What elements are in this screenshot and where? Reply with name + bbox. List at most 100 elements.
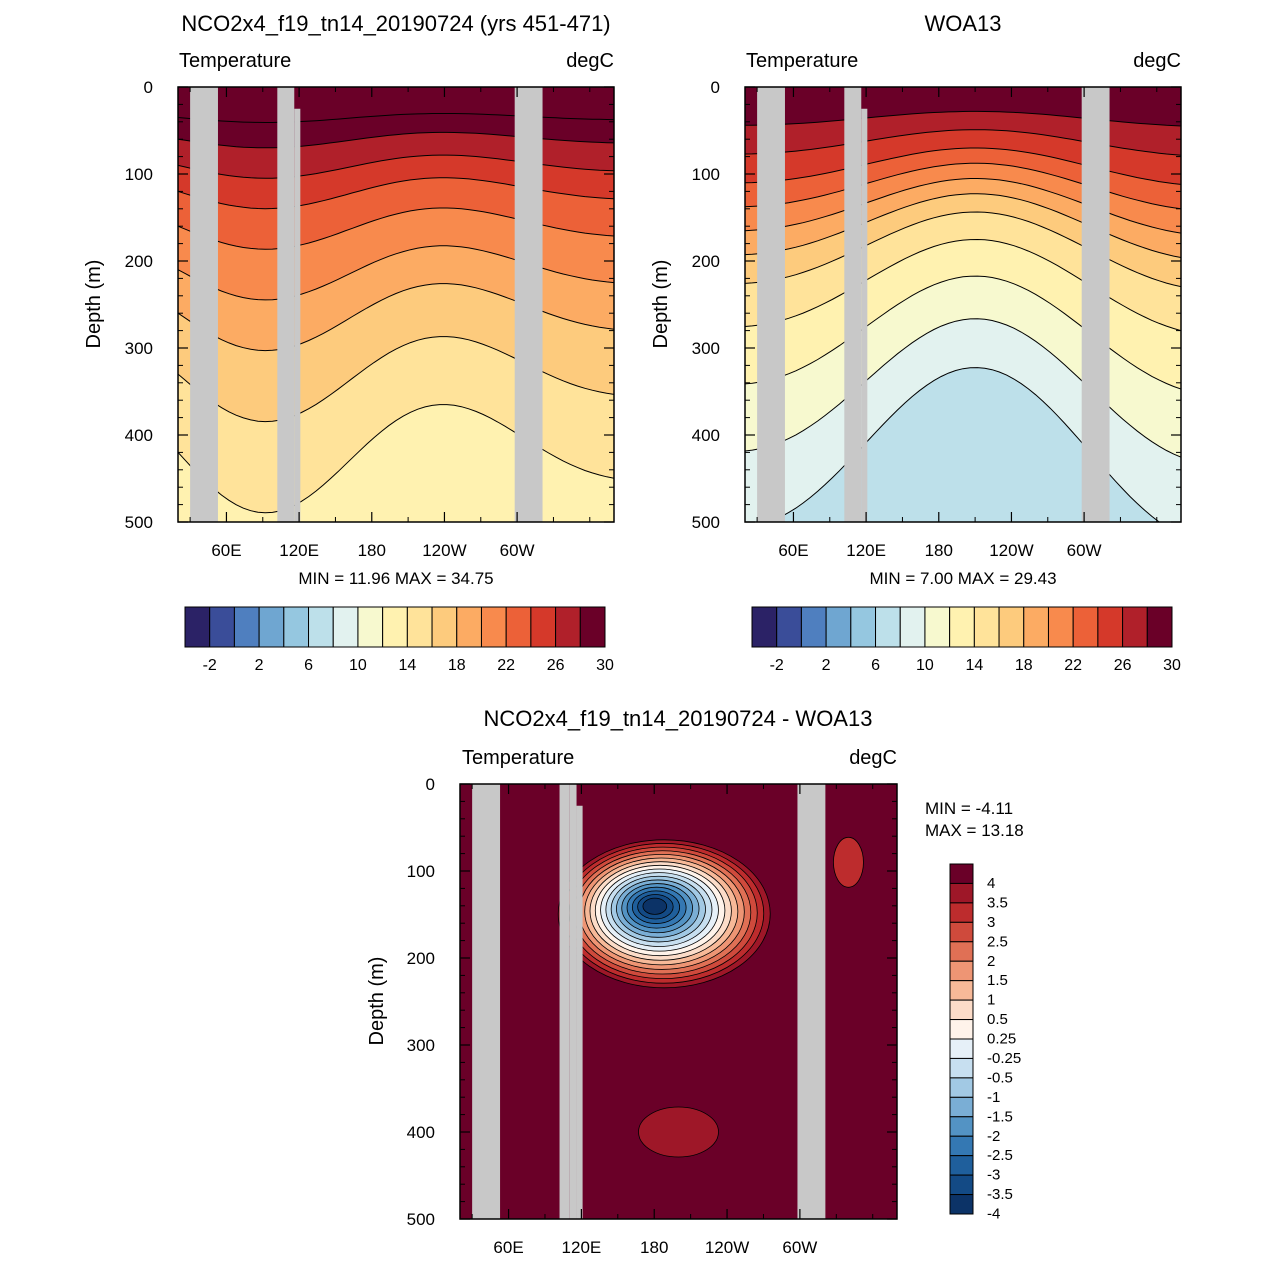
colorbar-label: 22 — [1064, 657, 1082, 674]
y-axis-label: Depth (m) — [366, 957, 388, 1046]
colorbar-label: -2 — [770, 657, 784, 674]
colorbar: -2 2 6 10 14 18 22 26 30 — [184, 606, 614, 674]
panel-title: NCO2x4_f19_tn14_20190724 - WOA13 — [484, 706, 873, 731]
colorbar-label: 2 — [255, 657, 264, 674]
y-tick-label: 200 — [407, 949, 435, 968]
colorbar-label: 2 — [987, 953, 995, 970]
colorbar-swatch — [431, 606, 458, 648]
x-tick-label: 60W — [500, 541, 535, 560]
diff-contour — [833, 836, 864, 888]
x-tick-label: 120E — [846, 541, 886, 560]
land-mask — [569, 784, 577, 1219]
plot-frame — [744, 86, 1182, 523]
plot-area — [460, 784, 897, 1219]
min-stat: MIN = -4.11 — [925, 799, 1013, 818]
colorbar-swatch — [998, 606, 1025, 648]
y-tick-label: 400 — [125, 426, 153, 445]
y-axis-label: Depth (m) — [650, 260, 672, 349]
colorbar-label: -3.5 — [987, 1186, 1013, 1203]
variable-label: Temperature — [462, 747, 574, 769]
y-tick-label: 500 — [125, 513, 153, 532]
colorbar-swatch — [751, 606, 778, 648]
colorbar-label: -4 — [987, 1206, 1000, 1223]
x-tick-label: 180 — [358, 541, 386, 560]
units-label: degC — [566, 50, 614, 72]
x-tick-label: 60W — [782, 1238, 817, 1257]
plot-area — [178, 87, 614, 522]
colorbar-label: -3 — [987, 1167, 1000, 1184]
colorbar-swatch — [850, 606, 877, 648]
y-tick-label: 0 — [711, 78, 720, 97]
colorbar-swatch — [949, 999, 974, 1021]
land-mask — [797, 784, 826, 1219]
colorbar-swatch — [505, 606, 532, 648]
y-tick-label: 100 — [125, 165, 153, 184]
land-mask — [1081, 87, 1110, 522]
colorbar-label: 0.25 — [987, 1031, 1016, 1048]
y-tick-label: 0 — [144, 78, 153, 97]
axes: 60E 120E 180 120W 60W 0 100 200 300 400 500 — [125, 78, 614, 560]
colorbar-swatch — [949, 1116, 974, 1137]
colorbar-swatch — [949, 1194, 974, 1215]
colorbar: 4 3.5 3 2.5 2 1.5 1 0.5 0.25 -0.25 -0.5 -1 -1.5 -2 -2.… — [949, 863, 1021, 1223]
colorbar-label: 4 — [987, 875, 995, 892]
colorbar-swatch — [800, 606, 827, 648]
colorbar-swatch — [949, 1135, 974, 1157]
colorbar-label: -2 — [987, 1128, 1000, 1145]
colorbar-swatch — [949, 921, 974, 943]
colorbar-label: -0.25 — [987, 1050, 1021, 1067]
colorbar-swatch — [480, 606, 507, 648]
colorbar-swatch — [949, 1057, 974, 1079]
colorbar-swatch — [456, 606, 482, 648]
colorbar-swatch — [1097, 606, 1124, 648]
colorbar-label: 30 — [596, 657, 614, 674]
land-mask — [559, 784, 570, 1219]
x-tick-label: 60W — [1067, 541, 1102, 560]
colorbar-swatch — [530, 606, 557, 648]
colorbar-swatch — [949, 1077, 974, 1098]
panel-model: NCO2x4_f19_tn14_20190724 (yrs 451-471) T… — [83, 11, 615, 674]
colorbar-swatch — [899, 606, 926, 648]
colorbar-swatch — [949, 882, 974, 904]
colorbar-label: 10 — [916, 657, 934, 674]
colorbar-swatch — [949, 1019, 974, 1040]
colorbar-label: 22 — [497, 657, 515, 674]
colorbar-label: 6 — [871, 657, 880, 674]
y-tick-label: 300 — [407, 1036, 435, 1055]
colorbar-swatch — [1146, 606, 1173, 648]
colorbar-swatch — [949, 960, 974, 982]
colorbar-swatch — [1047, 606, 1074, 648]
colorbar-swatch — [949, 863, 974, 884]
land-mask — [287, 87, 295, 522]
land-mask — [294, 108, 301, 522]
x-tick-label: 120W — [422, 541, 466, 560]
x-tick-label: 180 — [640, 1238, 668, 1257]
x-tick-label: 60E — [778, 541, 808, 560]
y-tick-label: 0 — [426, 775, 435, 794]
panel-title: NCO2x4_f19_tn14_20190724 (yrs 451-471) — [181, 11, 610, 36]
diff-contour — [642, 897, 668, 915]
colorbar-label: 2 — [822, 657, 831, 674]
colorbar-label: 10 — [349, 657, 367, 674]
colorbar-label: 18 — [1015, 657, 1033, 674]
min-max-stats: MIN = 11.96 MAX = 34.75 — [298, 569, 493, 588]
colorbar-label: 30 — [1163, 657, 1181, 674]
min-max-stats: MIN = 7.00 MAX = 29.43 — [869, 569, 1056, 588]
colorbar-swatch — [555, 606, 581, 648]
colorbar-swatch — [949, 1096, 974, 1118]
land-mask — [854, 87, 862, 522]
colorbar-swatch — [406, 606, 433, 648]
panel-diff: NCO2x4_f19_tn14_20190724 - WOA13 Tempera… — [366, 706, 1024, 1257]
plot-frame — [177, 86, 615, 523]
x-tick-label: 120W — [989, 541, 1033, 560]
y-tick-label: 500 — [692, 513, 720, 532]
colorbar-label: -0.5 — [987, 1069, 1013, 1086]
x-tick-label: 120W — [705, 1238, 749, 1257]
plot-area — [745, 87, 1181, 522]
axes: 60E 120E 180 120W 60W 0 100 200 300 400 500 — [407, 775, 897, 1257]
colorbar-swatch — [949, 1155, 974, 1176]
colorbar-swatch — [973, 606, 1000, 648]
colorbar-swatch — [579, 606, 606, 648]
land-mask — [576, 805, 583, 1219]
